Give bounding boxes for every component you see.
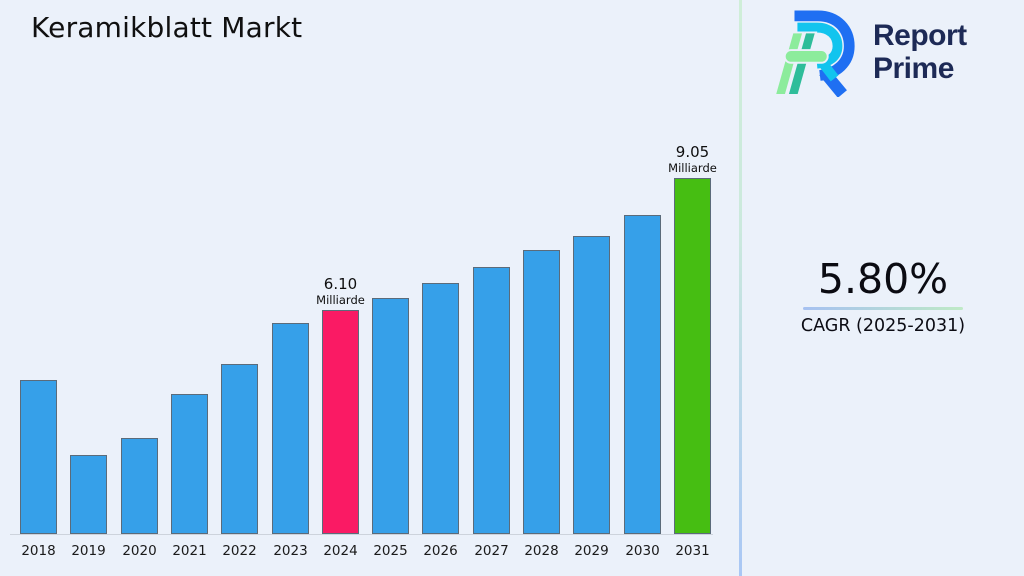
x-tick-2023: 2023 <box>273 543 308 559</box>
x-tick-2021: 2021 <box>172 543 207 559</box>
section-divider <box>739 0 742 576</box>
cagr-underline <box>803 307 963 310</box>
x-tick-2028: 2028 <box>524 543 559 559</box>
annotation-value: 6.10 <box>323 275 358 293</box>
cagr-panel: 5.80% CAGR (2025-2031) <box>765 256 1001 336</box>
x-tick-2024: 2024 <box>323 543 358 559</box>
bar-2029 <box>573 236 610 534</box>
page-title: Keramikblatt Markt <box>31 11 303 44</box>
annotation-2031: 9.05 Milliarde <box>648 143 738 175</box>
bar-2022 <box>221 364 258 534</box>
bar-2019 <box>70 455 107 534</box>
x-tick-2019: 2019 <box>71 543 106 559</box>
bar-2021 <box>171 394 208 534</box>
bar-2027 <box>473 267 510 534</box>
bar-2026 <box>422 283 459 534</box>
bar-2030 <box>624 215 661 534</box>
x-tick-2022: 2022 <box>222 543 257 559</box>
report-prime-logo-icon <box>773 10 855 97</box>
x-tick-2031: 2031 <box>675 543 710 559</box>
cagr-value: 5.80% <box>817 255 949 303</box>
bar-2024 <box>322 310 359 534</box>
annotation-value: 9.05 <box>675 143 710 161</box>
x-tick-2025: 2025 <box>373 543 408 559</box>
annotation-2024: 6.10 Milliarde <box>296 275 386 307</box>
logo-word-prime: Prime <box>873 52 954 85</box>
bar-2025 <box>372 298 409 534</box>
bar-2018 <box>20 380 57 534</box>
x-tick-2029: 2029 <box>574 543 609 559</box>
x-tick-2018: 2018 <box>21 543 56 559</box>
logo-word-report: Report <box>873 19 967 52</box>
annotation-unit: Milliarde <box>668 161 717 175</box>
x-tick-2030: 2030 <box>625 543 660 559</box>
x-tick-2026: 2026 <box>423 543 458 559</box>
annotation-unit: Milliarde <box>316 293 365 307</box>
x-tick-2027: 2027 <box>474 543 509 559</box>
cagr-label: CAGR (2025-2031) <box>800 316 966 336</box>
bar-2023 <box>272 323 309 534</box>
bar-2031 <box>674 178 711 534</box>
bar-chart: 2018 2019 2020 2021 2022 2023 2024 2025 2026 2027… <box>10 143 738 559</box>
bar-2028 <box>523 250 560 534</box>
report-prime-logo: Report Prime <box>772 7 967 97</box>
x-axis-line <box>10 534 713 535</box>
bar-2020 <box>121 438 158 534</box>
x-tick-2020: 2020 <box>122 543 157 559</box>
report-prime-logo-text: Report Prime <box>873 19 967 85</box>
